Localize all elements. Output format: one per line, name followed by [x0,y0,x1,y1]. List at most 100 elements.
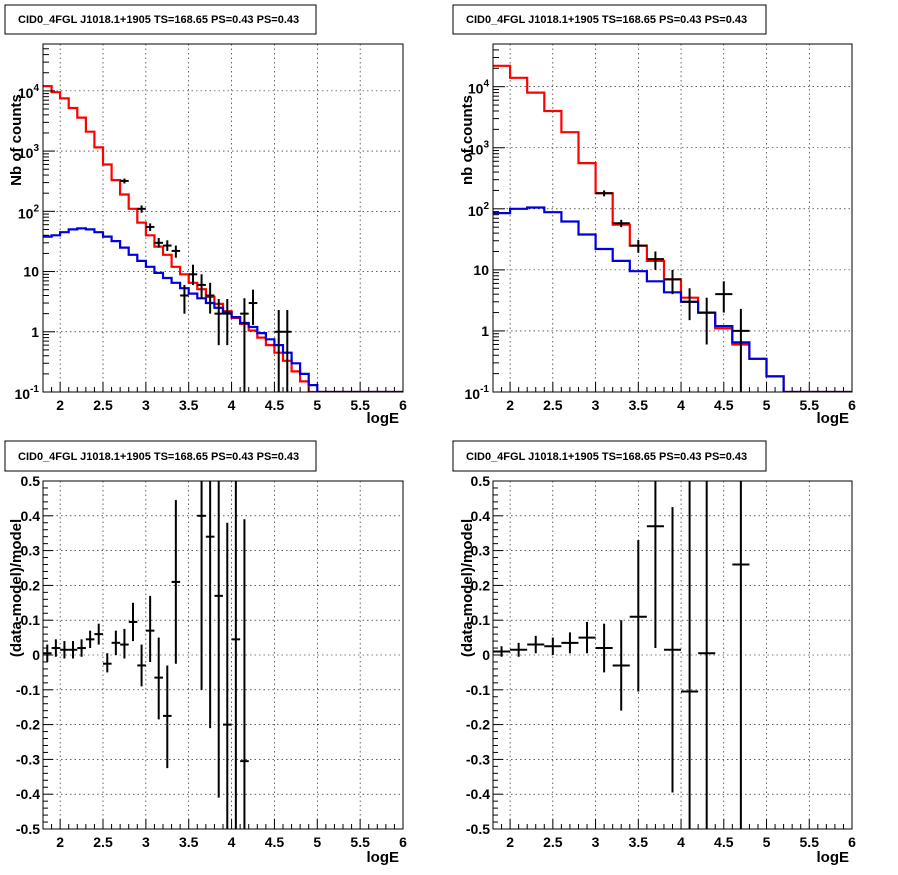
data-point [43,644,52,662]
data-point [240,519,249,829]
data-point [283,309,292,392]
data-point [732,481,750,829]
data-point [223,522,232,829]
x-tick-label: 4.5 [714,397,734,413]
plot-frame [42,43,404,393]
x-tick-label: 3.5 [629,834,649,850]
data-point [197,481,206,690]
data-point [137,644,146,687]
x-tick-label: 5 [763,834,771,850]
data-point [60,641,69,659]
data-point [68,641,78,659]
x-tick-label: 2 [56,834,64,850]
data-point [595,190,613,197]
y-tick-label: 0 [32,647,40,663]
x-tick-label: 5.5 [350,397,370,413]
y-tick-label: 103 [18,143,40,161]
histogram-series-source [493,206,852,392]
y-tick-label: 0.2 [21,577,41,593]
y-tick-label: -0.5 [466,821,490,837]
x-axis-label: logE [367,849,400,866]
y-tick-label: 0.3 [21,543,41,559]
x-tick-label: 5 [763,397,771,413]
data-point [629,540,647,692]
plot-frame [492,43,853,393]
data-point [77,639,86,657]
x-tick-label: 3 [142,397,150,413]
data-point [120,628,129,659]
data-point [145,223,155,232]
data-point [111,630,121,655]
y-tick-label: -0.2 [16,717,40,733]
panel-residual-right: CID0_4FGL J1018.1+1905 TS=168.65 PS=0.43… [452,440,856,866]
title-box [452,440,767,472]
x-tick-label: 4.5 [265,397,285,413]
x-tick-label: 5 [313,397,321,413]
x-axis-label: logE [817,410,850,427]
panel-title: CID0_4FGL J1018.1+1905 TS=168.65 PS=0.43… [466,451,747,463]
y-axis-label: Nb of counts [8,94,25,186]
x-tick-label: 3.5 [629,397,649,413]
x-tick-label: 2.5 [93,834,113,850]
title-box [452,4,767,35]
data-point [612,620,630,711]
y-tick-label: 10 [23,264,39,280]
y-tick-label: -0.3 [466,751,490,767]
y-tick-label: 0 [482,647,490,663]
data-point [171,245,181,258]
data-point [163,665,172,769]
x-tick-label: 4 [228,397,236,413]
panel-title: CID0_4FGL J1018.1+1905 TS=168.65 PS=0.43… [18,451,299,463]
data-point [527,635,545,654]
x-tick-label: 5.5 [800,834,820,850]
x-tick-label: 2 [506,834,514,850]
data-point [274,309,283,392]
x-tick-label: 6 [399,834,407,850]
y-tick-label: 102 [18,203,40,221]
x-tick-label: 4.5 [265,834,285,850]
y-tick-label: -0.5 [16,821,40,837]
y-tick-label: 10 [473,262,489,278]
x-tick-label: 4 [677,397,685,413]
data-point [715,281,733,313]
data-point [612,219,630,228]
x-tick-label: 3.5 [179,397,199,413]
y-tick-label: 0.3 [471,543,491,559]
x-tick-label: 5 [313,834,321,850]
y-tick-label: 0.2 [471,577,491,593]
y-tick-label: 1 [31,324,39,340]
data-point [223,299,232,346]
data-point [510,642,528,657]
data-point [231,481,241,829]
y-tick-label: -0.2 [466,717,490,733]
y-tick-label: 10-1 [15,384,40,402]
x-tick-label: 2.5 [93,397,113,413]
panel-spectrum-left: CID0_4FGL J1018.1+1905 TS=168.65 PS=0.43… [4,4,407,427]
y-tick-label: 0.4 [471,508,491,524]
y-tick-label: -0.1 [16,682,40,698]
x-tick-label: 6 [848,834,856,850]
data-point [646,481,664,649]
y-tick-label: -0.4 [16,786,40,802]
x-tick-label: 6 [848,397,856,413]
y-tick-label: 1 [481,323,489,339]
x-tick-label: 3 [592,397,600,413]
y-tick-label: 104 [18,83,40,101]
data-point [629,239,647,253]
panel-residual-left: CID0_4FGL J1018.1+1905 TS=168.65 PS=0.43… [4,440,407,866]
x-tick-label: 5.5 [800,397,820,413]
y-tick-label: -0.3 [16,751,40,767]
data-point [663,269,682,295]
data-point [103,653,112,673]
data-point [681,288,699,321]
panel-title: CID0_4FGL J1018.1+1905 TS=168.65 PS=0.43… [466,14,747,26]
data-point [646,251,664,270]
y-axis-label: nb of counts [459,95,476,185]
x-tick-label: 2.5 [543,397,563,413]
data-point [85,630,95,649]
data-point [163,240,172,251]
y-tick-label: 103 [468,140,490,158]
data-point [128,602,138,642]
y-tick-label: 10-1 [465,384,490,402]
x-tick-label: 3 [142,834,150,850]
